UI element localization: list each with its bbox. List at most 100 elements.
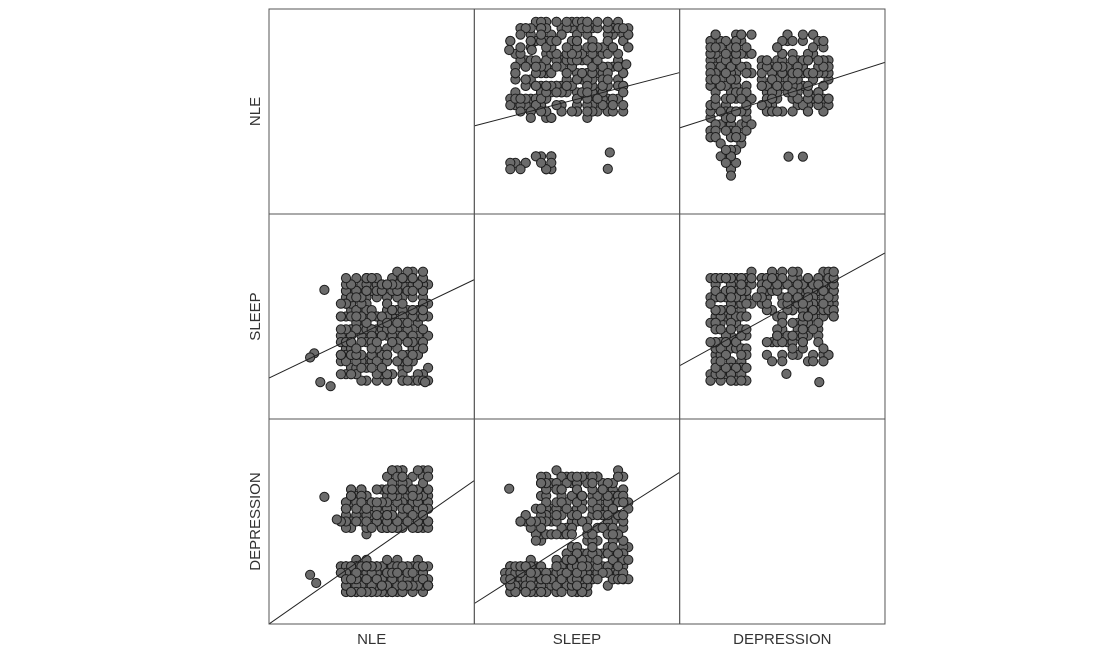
- data-point: [417, 266, 429, 277]
- data-point: [397, 298, 408, 309]
- data-point: [526, 44, 537, 56]
- data-point: [705, 337, 716, 348]
- data-point: [417, 561, 429, 572]
- data-point: [746, 29, 757, 40]
- data-point: [772, 80, 783, 92]
- data-point: [725, 375, 737, 386]
- data-point: [618, 100, 629, 111]
- data-point: [515, 106, 526, 117]
- data-point: [356, 586, 367, 598]
- data-point: [515, 93, 526, 104]
- data-point: [536, 157, 547, 168]
- data-point: [530, 151, 542, 162]
- data-point: [335, 311, 346, 322]
- data-point: [530, 535, 542, 546]
- data-point: [530, 80, 542, 92]
- data-point: [597, 484, 608, 495]
- data-point: [351, 311, 362, 322]
- data-point: [561, 567, 572, 578]
- data-point: [417, 305, 429, 316]
- data-point: [407, 490, 418, 501]
- data-point: [808, 324, 819, 335]
- panel-points: [679, 29, 885, 181]
- col-label-sleep: SLEEP: [553, 631, 601, 648]
- data-point: [371, 509, 382, 521]
- fit-line: [679, 252, 885, 367]
- data-point: [520, 586, 531, 598]
- data-point: [802, 311, 814, 322]
- data-point: [551, 509, 562, 521]
- data-point: [715, 356, 726, 367]
- data-point: [741, 42, 752, 53]
- row-label-depression: DEPRESSION: [247, 472, 264, 570]
- data-point: [520, 74, 531, 85]
- data-point: [783, 151, 794, 162]
- data-point: [623, 42, 634, 53]
- data-point: [311, 577, 322, 589]
- data-point: [818, 35, 829, 47]
- data-point: [731, 106, 742, 117]
- data-point: [592, 509, 603, 521]
- data-point: [613, 471, 624, 482]
- data-point: [392, 317, 403, 328]
- data-point: [366, 273, 377, 284]
- data-point: [772, 106, 783, 117]
- panel-nle-vs-sleep: [474, 16, 680, 175]
- data-point: [397, 580, 408, 591]
- data-point: [417, 324, 429, 335]
- data-point: [530, 61, 542, 72]
- diagonal-cell-empty: [268, 8, 475, 215]
- data-point: [710, 29, 721, 40]
- data-point: [551, 16, 562, 27]
- row-label-nle: NLE: [247, 97, 264, 126]
- data-point: [814, 377, 825, 388]
- data-point: [319, 284, 330, 295]
- data-point: [715, 292, 726, 303]
- data-point: [720, 68, 732, 79]
- data-point: [407, 285, 418, 296]
- data-point: [319, 491, 330, 502]
- data-point: [710, 93, 721, 104]
- data-point: [515, 42, 526, 53]
- data-point: [566, 106, 578, 117]
- data-point: [536, 503, 547, 514]
- data-point: [382, 509, 393, 521]
- data-point: [371, 337, 382, 348]
- data-point: [802, 273, 814, 284]
- data-point: [772, 61, 783, 72]
- data-point: [551, 87, 562, 98]
- data-point: [325, 381, 336, 392]
- data-point: [781, 368, 792, 379]
- panel-nle-vs-depression: [679, 29, 885, 181]
- data-point: [741, 362, 752, 373]
- data-point: [556, 484, 567, 495]
- data-point: [592, 554, 603, 566]
- data-point: [828, 266, 839, 277]
- data-point: [736, 29, 747, 40]
- data-point: [710, 74, 721, 85]
- col-label-depression: DEPRESSION: [733, 631, 831, 648]
- data-point: [725, 93, 737, 104]
- data-point: [541, 80, 552, 92]
- data-point: [382, 279, 393, 290]
- data-point: [725, 324, 737, 335]
- data-point: [787, 106, 798, 117]
- data-point: [536, 478, 547, 489]
- panel-points: [474, 465, 680, 604]
- data-point: [618, 87, 629, 98]
- data-point: [741, 298, 752, 309]
- data-point: [587, 478, 598, 489]
- data-point: [736, 349, 747, 360]
- data-point: [736, 279, 747, 290]
- data-point: [613, 548, 624, 559]
- data-point: [767, 356, 778, 367]
- data-point: [710, 42, 721, 53]
- panel-points: [269, 266, 475, 392]
- data-point: [623, 554, 634, 566]
- data-point: [720, 157, 732, 168]
- data-point: [621, 59, 632, 70]
- data-point: [602, 16, 613, 27]
- data-point: [305, 352, 316, 363]
- data-point: [392, 567, 403, 578]
- data-point: [382, 554, 393, 566]
